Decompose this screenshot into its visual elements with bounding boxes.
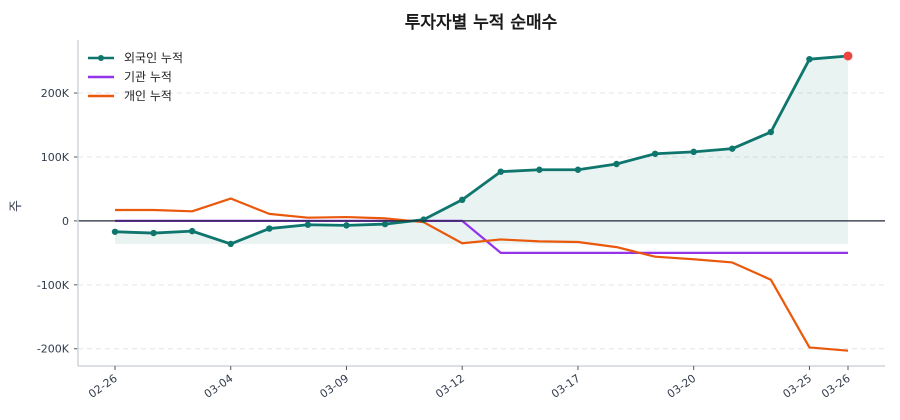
data-point <box>651 150 659 157</box>
data-point <box>343 222 350 229</box>
x-tick-label: 03-09 <box>318 372 352 401</box>
x-tick-label: 03-26 <box>819 372 853 401</box>
y-tick-label: -100K <box>37 279 70 292</box>
data-point <box>111 228 119 235</box>
legend-label-0: 외국인 누적 <box>124 51 183 65</box>
y-tick-label: 0 <box>62 215 69 228</box>
legend-label-1: 기관 누적 <box>124 70 172 84</box>
y-tick-label: 100K <box>41 151 70 164</box>
data-point <box>227 240 234 248</box>
series-line-2 <box>115 197 849 352</box>
data-point <box>266 225 273 232</box>
data-point <box>574 166 582 173</box>
data-point <box>613 160 620 168</box>
y-tick-label: 200K <box>41 87 70 100</box>
chart-title: 투자자별 누적 순매수 <box>405 13 558 33</box>
x-tick-label: 02-26 <box>86 372 120 401</box>
x-tick-label: 03-25 <box>780 372 814 401</box>
x-tick-label: 03-20 <box>665 372 699 401</box>
data-point <box>497 168 504 175</box>
data-point <box>459 196 466 204</box>
y-tick-label: -200K <box>37 343 70 356</box>
data-point <box>806 55 813 63</box>
last-point-marker <box>843 51 853 61</box>
legend-marker <box>98 55 104 61</box>
data-point <box>767 128 775 136</box>
data-point <box>304 221 312 228</box>
foreign-area-fill <box>115 55 848 244</box>
y-axis-label: 주 <box>9 200 24 212</box>
series-line-0 <box>114 54 849 246</box>
data-point <box>690 148 697 156</box>
data-point <box>729 145 736 152</box>
x-tick-label: 03-17 <box>549 372 583 401</box>
data-point <box>150 229 157 237</box>
data-point <box>188 227 196 235</box>
x-tick-label: 03-12 <box>433 372 467 401</box>
legend-label-2: 개인 누적 <box>124 89 172 103</box>
data-point <box>420 216 427 223</box>
data-point <box>536 166 543 173</box>
x-tick-label: 03-04 <box>202 372 236 401</box>
data-point <box>381 220 389 228</box>
